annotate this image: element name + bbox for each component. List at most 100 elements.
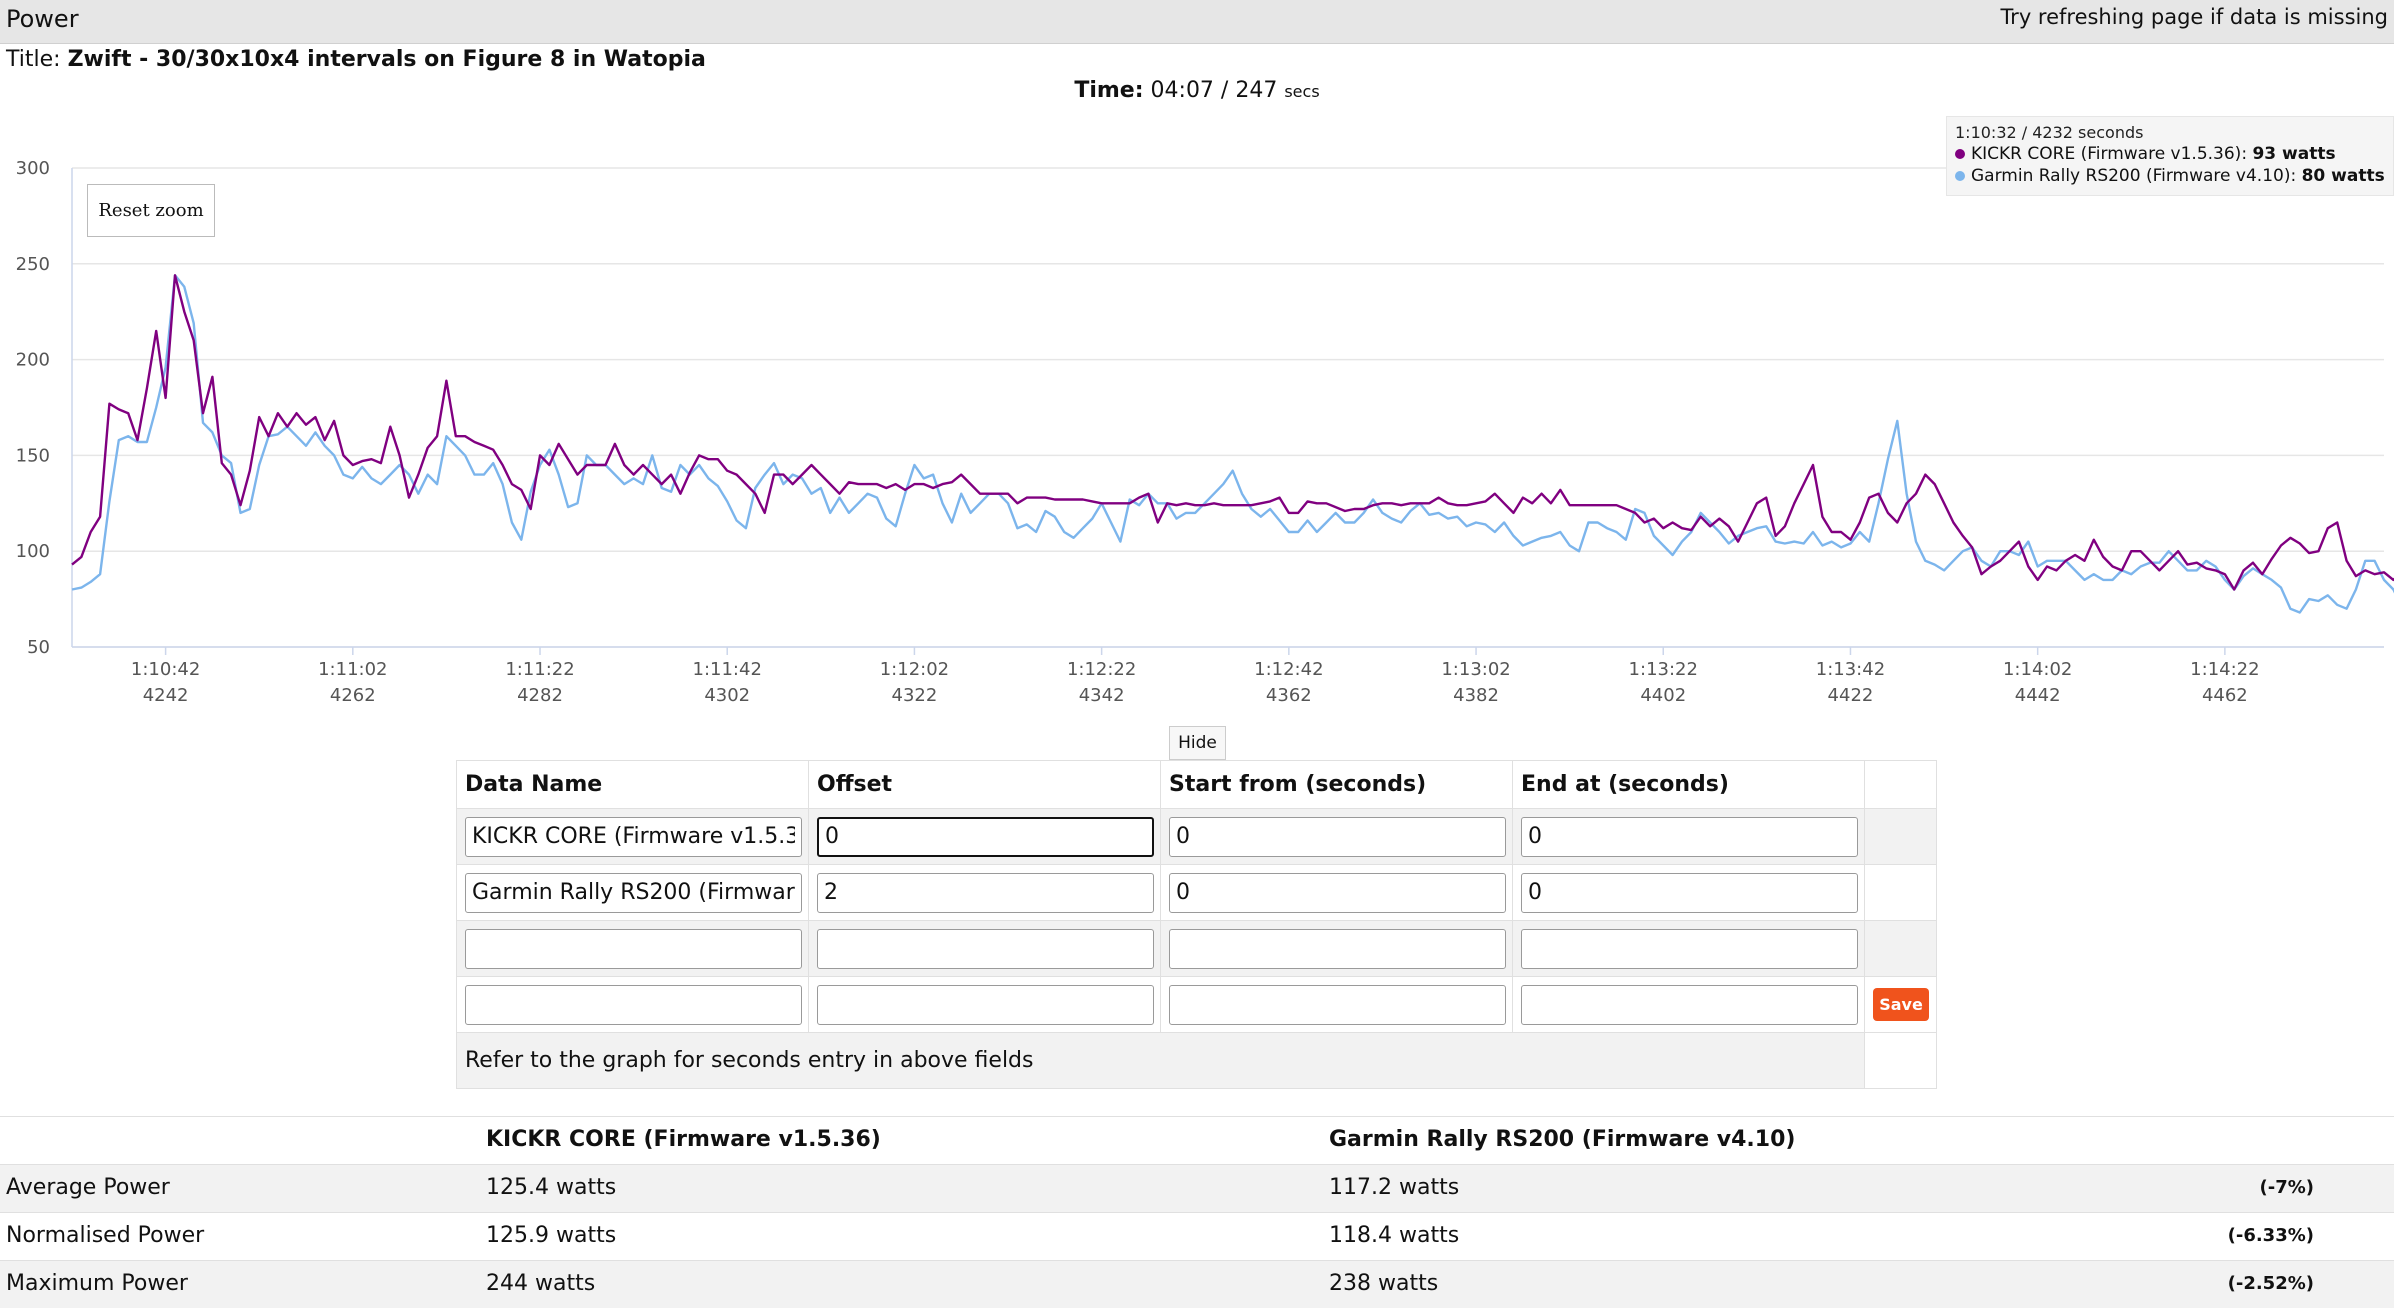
offset-input[interactable]	[817, 816, 1154, 857]
cell	[1512, 808, 1865, 865]
offsets-row	[456, 920, 1937, 977]
x-tick-time-label: 1:13:42	[1816, 659, 1885, 680]
header-offset: Offset	[808, 760, 1161, 809]
x-tick-time-label: 1:13:02	[1441, 659, 1510, 680]
stat-value-garmin: 118.4 watts	[1329, 1223, 1460, 1248]
cell	[1864, 864, 1937, 921]
stat-label: Maximum Power	[6, 1271, 188, 1296]
cell: Refer to the graph for seconds entry in …	[456, 1032, 1865, 1089]
data-name-input[interactable]	[465, 984, 802, 1025]
header-action	[1864, 760, 1937, 809]
start-input[interactable]	[1169, 816, 1506, 857]
stats-header-row: KICKR CORE (Firmware v1.5.36) Garmin Ral…	[0, 1116, 2394, 1164]
stat-diff: (-2.52%)	[2227, 1273, 2314, 1294]
time-label: Time:	[1074, 78, 1144, 103]
power-chart[interactable]: 50 100 150 200 250 300 1:10:42 4242 1:11:02 4262 1…	[0, 110, 2394, 710]
header-end: End at (seconds)	[1512, 760, 1865, 809]
stat-value-kickr: 125.9 watts	[486, 1223, 617, 1248]
offsets-table: Data Name Offset Start from (seconds) En…	[456, 760, 1937, 1089]
x-tick-time-label: 1:12:42	[1254, 659, 1323, 680]
offsets-row	[456, 808, 1937, 865]
x-tick-seconds-label: 4402	[1640, 685, 1686, 706]
x-tick-time-label: 1:13:22	[1629, 659, 1698, 680]
offsets-note-row: Refer to the graph for seconds entry in …	[456, 1032, 1937, 1089]
cell	[1160, 976, 1513, 1033]
stats-col-garmin: Garmin Rally RS200 (Firmware v4.10)	[1329, 1127, 1796, 1152]
data-name-input[interactable]	[465, 872, 802, 913]
y-tick-label: 50	[27, 637, 50, 658]
y-tick-label: 300	[16, 158, 50, 179]
activity-title-label: Title:	[6, 47, 61, 72]
activity-title: Title: Zwift - 30/30x10x4 intervals on F…	[6, 47, 706, 72]
x-tick-seconds-label: 4362	[1266, 685, 1312, 706]
start-input[interactable]	[1169, 984, 1506, 1025]
stat-value-garmin: 117.2 watts	[1329, 1175, 1460, 1200]
header-start: Start from (seconds)	[1160, 760, 1513, 809]
y-tick-label: 250	[16, 254, 50, 275]
stat-label: Normalised Power	[6, 1223, 205, 1248]
x-tick-time-label: 1:10:42	[131, 659, 200, 680]
start-input[interactable]	[1169, 872, 1506, 913]
cell	[1864, 1032, 1937, 1089]
stat-value-kickr: 125.4 watts	[486, 1175, 617, 1200]
series-dot-icon	[1955, 149, 1965, 159]
x-tick-time-label: 1:11:02	[318, 659, 387, 680]
save-button[interactable]: Save	[1873, 988, 1929, 1021]
section-title: Power	[6, 5, 79, 33]
offsets-row	[456, 864, 1937, 921]
tooltip-series-value: 80 watts	[2301, 166, 2385, 186]
start-input[interactable]	[1169, 928, 1506, 969]
stat-value-garmin: 238 watts	[1329, 1271, 1439, 1296]
time-secs: 247	[1235, 78, 1278, 103]
x-tick-time-label: 1:11:42	[693, 659, 762, 680]
cell	[1160, 864, 1513, 921]
end-input[interactable]	[1521, 984, 1858, 1025]
tooltip-row-garmin: Garmin Rally RS200 (Firmware v4.10): 80 …	[1955, 166, 2385, 186]
stats-row: Normalised Power 125.9 watts 118.4 watts…	[0, 1212, 2394, 1260]
refresh-hint: Try refreshing page if data is missing	[2000, 5, 2388, 29]
x-tick-time-label: 1:12:02	[880, 659, 949, 680]
stats-table: KICKR CORE (Firmware v1.5.36) Garmin Ral…	[0, 1116, 2394, 1308]
top-bar: Power Try refreshing page if data is mis…	[0, 0, 2394, 44]
offset-input[interactable]	[817, 984, 1154, 1025]
cell	[1512, 976, 1865, 1033]
cell	[1864, 808, 1937, 865]
stats-row: Average Power 125.4 watts 117.2 watts (-…	[0, 1164, 2394, 1212]
reset-zoom-button[interactable]: Reset zoom	[87, 184, 215, 237]
stat-diff: (-7%)	[2259, 1177, 2314, 1198]
cell	[808, 808, 1161, 865]
x-tick-seconds-label: 4462	[2202, 685, 2248, 706]
offsets-row: Save	[456, 976, 1937, 1033]
cell	[1160, 920, 1513, 977]
end-input[interactable]	[1521, 928, 1858, 969]
x-tick-seconds-label: 4322	[892, 685, 938, 706]
data-name-input[interactable]	[465, 816, 802, 857]
offset-input[interactable]	[817, 928, 1154, 969]
x-tick-time-label: 1:14:22	[2190, 659, 2259, 680]
x-tick-time-label: 1:11:22	[505, 659, 574, 680]
hide-button[interactable]: Hide	[1169, 726, 1226, 760]
series-dot-icon	[1955, 171, 1965, 181]
x-tick-seconds-label: 4242	[143, 685, 189, 706]
tooltip-row-kickr: KICKR CORE (Firmware v1.5.36): 93 watts	[1955, 144, 2385, 164]
cell	[1512, 920, 1865, 977]
tooltip-series-name: Garmin Rally RS200 (Firmware v4.10):	[1971, 166, 2297, 186]
stats-col-kickr: KICKR CORE (Firmware v1.5.36)	[486, 1127, 881, 1152]
x-tick-seconds-label: 4422	[1828, 685, 1874, 706]
offsets-note: Refer to the graph for seconds entry in …	[465, 1048, 1034, 1073]
x-tick-seconds-label: 4302	[704, 685, 750, 706]
end-input[interactable]	[1521, 816, 1858, 857]
cell	[456, 920, 809, 977]
offset-input[interactable]	[817, 872, 1154, 913]
cell	[1512, 864, 1865, 921]
cell: Save	[1864, 976, 1937, 1033]
data-name-input[interactable]	[465, 928, 802, 969]
tooltip-header: 1:10:32 / 4232 seconds	[1955, 123, 2144, 142]
end-input[interactable]	[1521, 872, 1858, 913]
x-tick-time-label: 1:12:22	[1067, 659, 1136, 680]
header-data-name: Data Name	[456, 760, 809, 809]
cell	[808, 976, 1161, 1033]
x-tick-time-label: 1:14:02	[2003, 659, 2072, 680]
x-tick-seconds-label: 4442	[2015, 685, 2061, 706]
time-unit: secs	[1284, 82, 1320, 101]
